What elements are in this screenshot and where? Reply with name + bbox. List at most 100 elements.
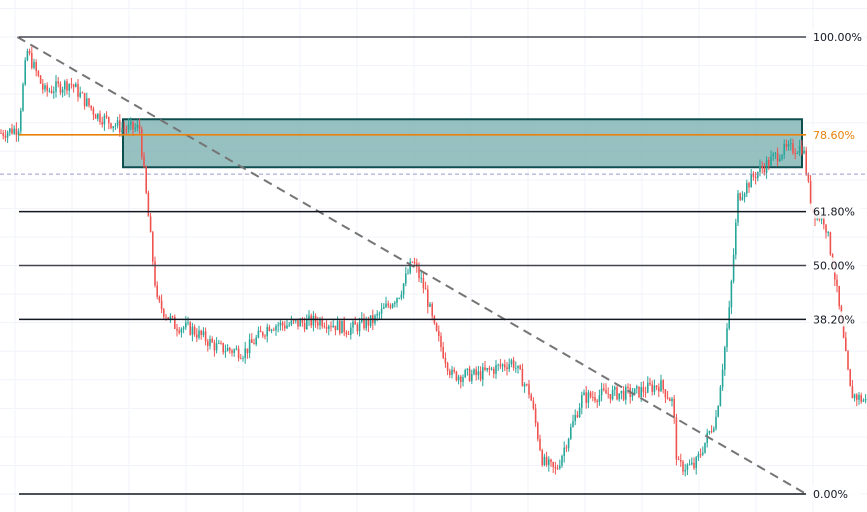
candle-body <box>77 83 79 97</box>
candle-body <box>37 71 40 76</box>
candle-body <box>105 115 108 118</box>
candle-body <box>387 303 389 306</box>
candle-body <box>28 50 31 54</box>
candle-body <box>396 298 398 303</box>
candle-body <box>515 367 517 369</box>
candle-body <box>526 384 528 385</box>
candle-body <box>99 113 101 122</box>
candle-body <box>72 84 75 88</box>
resistance-zone[interactable] <box>122 118 803 169</box>
candle-body <box>438 330 440 337</box>
candle-body <box>462 377 464 382</box>
candle-body <box>501 364 504 367</box>
candle-body <box>466 368 469 371</box>
candle-body <box>299 320 301 327</box>
candle-body <box>603 388 605 390</box>
candle-body <box>482 367 484 380</box>
candle-body <box>411 261 414 263</box>
candle-body <box>352 321 354 328</box>
candle-body <box>328 326 330 329</box>
candle-body <box>807 173 810 182</box>
candle-body <box>110 123 112 129</box>
candle-body <box>312 315 315 326</box>
candle-body <box>264 335 266 337</box>
candle-body <box>251 339 253 343</box>
candle-body <box>618 393 620 400</box>
candle-body <box>792 143 794 154</box>
fib-label-2: 61.80% <box>813 206 855 219</box>
candle-body <box>330 326 332 328</box>
fib-label-5: 0.00% <box>813 488 848 501</box>
candle-body <box>90 105 92 109</box>
candle-body <box>713 428 715 432</box>
candle-body <box>240 358 242 360</box>
fib-label-bg <box>809 257 861 273</box>
candle-body <box>231 350 233 353</box>
candle-body <box>484 367 486 370</box>
candle-body <box>64 81 66 90</box>
candle-body <box>541 450 543 465</box>
candle-body <box>242 357 244 359</box>
candle-body <box>594 397 596 401</box>
candle-body <box>644 392 647 393</box>
candle-body <box>440 336 442 348</box>
candle-body <box>774 153 777 155</box>
candle-body <box>660 380 662 392</box>
candle-body <box>101 121 103 125</box>
candle-body <box>836 279 838 286</box>
candle-body <box>488 367 491 370</box>
candle-body <box>68 83 70 91</box>
candle-body <box>200 330 202 335</box>
candle-body <box>284 325 286 329</box>
candle-body <box>719 387 722 407</box>
candle-body <box>776 153 779 162</box>
candle-body <box>53 91 55 93</box>
candle-body <box>79 92 81 97</box>
candle-body <box>537 423 539 439</box>
candle-body <box>499 364 502 367</box>
candle-body <box>495 365 497 374</box>
candle-body <box>413 262 416 264</box>
candle-body <box>823 215 825 225</box>
candle-body <box>169 316 172 320</box>
candle-body <box>385 303 387 308</box>
candle-body <box>605 389 607 394</box>
candle-body <box>649 382 651 385</box>
candle-body <box>317 322 319 326</box>
candle-body <box>653 385 656 392</box>
candle-body <box>70 83 73 85</box>
candle-body <box>829 232 832 255</box>
candle-body <box>801 145 803 154</box>
candle-body <box>75 83 77 88</box>
candle-body <box>561 455 563 466</box>
candle-body <box>539 438 541 451</box>
candle-body <box>354 321 356 325</box>
candle-body <box>497 364 499 366</box>
candle-body <box>332 325 334 328</box>
candle-body <box>66 81 68 91</box>
candle-body <box>633 388 636 395</box>
candle-body <box>486 367 488 370</box>
candle-body <box>682 461 684 472</box>
candle-body <box>350 327 352 335</box>
candle-body <box>596 400 598 402</box>
candle-body <box>545 456 548 465</box>
candle-body <box>754 176 757 179</box>
candle-body <box>457 376 460 381</box>
candle-body <box>429 303 431 307</box>
candle-body <box>182 327 185 329</box>
candle-body <box>512 360 515 368</box>
candle-body <box>343 320 345 332</box>
fib-label-1: 78.60% <box>813 129 855 142</box>
candle-body <box>224 351 227 353</box>
candle-body <box>209 338 211 346</box>
candle-body <box>761 166 763 169</box>
candle-body <box>728 307 730 329</box>
candle-body <box>693 462 695 469</box>
candle-body <box>622 390 625 400</box>
fib-levels: 100.00% 78.60% 61.80% 50.00% 38.20% 0.00% <box>19 29 862 501</box>
candle-body <box>574 415 576 422</box>
candle-body <box>160 300 163 310</box>
candle-body <box>391 304 394 308</box>
